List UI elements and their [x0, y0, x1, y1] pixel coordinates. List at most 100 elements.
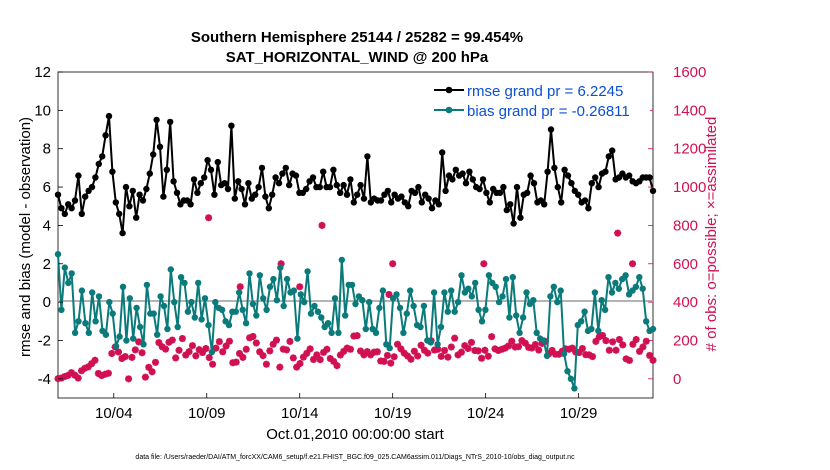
obs-point [461, 342, 469, 350]
rmse-point [418, 199, 425, 206]
bias-point [236, 289, 243, 296]
y-axis-right: 0 200 400 600 800 1000 1200 1400 1600 [648, 64, 706, 388]
obs-point [131, 346, 139, 354]
obs-point [467, 338, 475, 346]
rmse-point [286, 181, 293, 189]
obs-point [417, 341, 425, 349]
y-axis-label: rmse and bias (model - observation) [17, 117, 34, 357]
bias-point [608, 289, 616, 296]
rmse-point [609, 147, 616, 154]
bias-point [605, 274, 612, 281]
rmse-point [462, 180, 470, 187]
bias-point [324, 320, 332, 327]
obs-point [138, 349, 146, 357]
bias-point [54, 251, 62, 258]
obs-point [614, 229, 622, 237]
rmse-point [170, 178, 177, 185]
obs-point [575, 349, 583, 357]
bias-point [65, 279, 72, 287]
bias-point [328, 329, 335, 336]
bias-point [253, 312, 260, 319]
bias-point [434, 341, 441, 348]
obs-point [424, 349, 432, 357]
bias-point [95, 293, 103, 300]
x-tick-label: 10/04 [95, 405, 133, 422]
bias-point [85, 329, 93, 336]
bias-point [649, 325, 657, 333]
rmse-point [561, 166, 568, 173]
rmse-point [605, 153, 612, 160]
chart-title: Southern Hemisphere 25144 / 25282 = 99.4… [191, 29, 523, 46]
rmse-point [459, 170, 466, 177]
obs-point [646, 351, 654, 359]
bias-point [335, 329, 342, 336]
obs-point [592, 337, 600, 345]
obs-point [242, 345, 250, 353]
bias-point [478, 318, 486, 325]
obs-point [336, 351, 344, 359]
bias-point [643, 318, 650, 325]
bias-point [246, 270, 253, 277]
bias-point [102, 331, 110, 338]
obs-point [414, 352, 422, 360]
bias-point [167, 266, 174, 273]
y2-tick-label: 1400 [673, 102, 706, 119]
obs-point [521, 339, 529, 347]
obs-point [192, 352, 200, 360]
bias-point [533, 329, 540, 336]
obs-point [88, 360, 96, 368]
obs-point [256, 348, 264, 356]
bias-point [547, 293, 554, 300]
obs-point [259, 352, 267, 360]
obs-point [625, 356, 633, 364]
obs-point [162, 345, 170, 353]
bias-point [283, 275, 291, 283]
rmse-point [68, 205, 75, 212]
obs-point [508, 337, 516, 345]
bias-point [427, 339, 434, 346]
y-tick-label: 0 [43, 294, 51, 311]
obs-point [629, 340, 637, 348]
obs-point [94, 369, 102, 377]
x-tick-label: 10/19 [374, 405, 412, 422]
y2-tick-label: 600 [673, 256, 698, 273]
rmse-point [343, 191, 351, 198]
obs-point [420, 346, 428, 354]
bias-point [516, 329, 523, 336]
y-tick-label: 4 [43, 217, 51, 234]
bias-point [403, 310, 410, 317]
bias-point [396, 304, 404, 312]
bias-point [417, 323, 424, 331]
legend-rmse-marker [445, 86, 453, 94]
rmse-point [510, 220, 517, 227]
bias-point [116, 333, 123, 340]
rmse-point [415, 183, 422, 191]
rmse-point [136, 191, 143, 198]
rmse-point [592, 174, 599, 181]
obs-point [531, 340, 539, 348]
rmse-point [309, 174, 317, 181]
bias-point [75, 318, 82, 325]
rmse-point [595, 183, 602, 191]
bias-point [218, 306, 226, 313]
rmse-point [602, 168, 609, 175]
bias-point [458, 272, 465, 279]
rmse-point [150, 151, 157, 158]
obs-point [293, 363, 301, 371]
bias-point [598, 297, 605, 304]
rmse-point [88, 183, 96, 191]
bias-point [311, 302, 318, 310]
rmse-point [316, 183, 323, 191]
obs-point [480, 260, 488, 268]
obs-point [484, 352, 492, 360]
rmse-point [411, 189, 419, 196]
y-tick-label: 2 [43, 256, 51, 273]
obs-point [437, 352, 445, 360]
rmse-point [92, 174, 99, 181]
bias-point [595, 327, 602, 335]
obs-point [494, 346, 502, 354]
rmse-point [279, 170, 286, 177]
bias-point [472, 279, 479, 287]
obs-point [441, 346, 449, 354]
bias-point [379, 287, 387, 294]
